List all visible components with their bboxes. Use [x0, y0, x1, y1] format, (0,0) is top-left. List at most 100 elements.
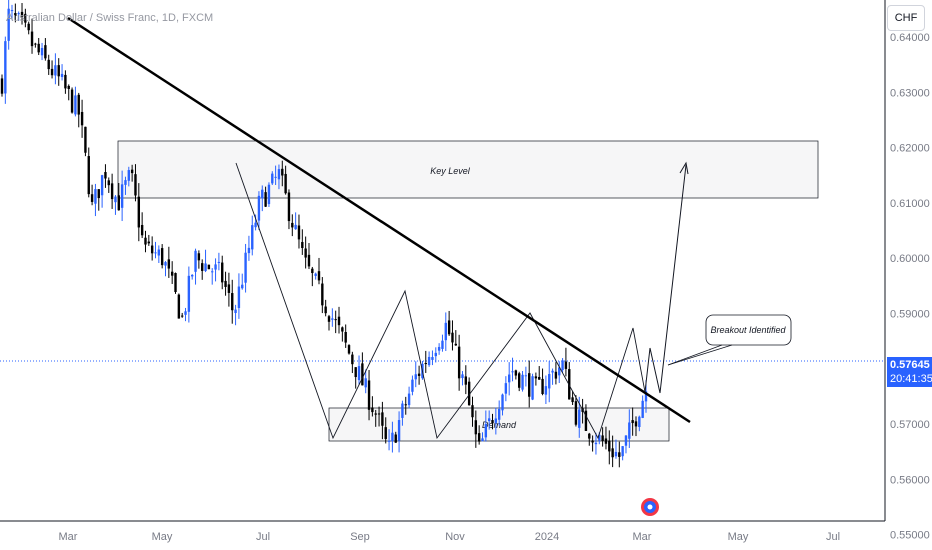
- candle-body: [554, 371, 558, 379]
- time-tick-label: Mar: [59, 531, 78, 543]
- candle-body: [504, 383, 508, 394]
- candle-body: [407, 393, 411, 406]
- candle-body: [264, 192, 267, 207]
- candle-body: [234, 309, 237, 314]
- projection-path[interactable]: [644, 164, 687, 394]
- candle-body: [631, 420, 634, 424]
- candle-body: [501, 394, 504, 411]
- candle-body: [247, 247, 251, 254]
- candle-body: [441, 340, 444, 349]
- candle-body: [608, 440, 611, 452]
- candle-body: [184, 311, 187, 315]
- candle-body: [37, 43, 40, 53]
- candle-body: [160, 248, 164, 266]
- candle-body: [267, 184, 271, 205]
- price-tick-label: 0.61000: [890, 198, 930, 210]
- candle-body: [10, 10, 14, 12]
- candle-body: [40, 47, 44, 56]
- candle-body: [74, 95, 77, 115]
- candle-body: [271, 173, 274, 184]
- candle-body: [564, 361, 568, 369]
- candle-body: [7, 8, 10, 41]
- candle-body: [474, 420, 478, 435]
- breakout-callout[interactable]: [705, 314, 792, 346]
- candle-body: [327, 316, 331, 322]
- candle-body: [164, 262, 167, 266]
- candle-body: [604, 438, 608, 444]
- candle-body: [624, 435, 628, 446]
- candle-body: [54, 65, 57, 76]
- candle-body: [177, 294, 181, 319]
- candle-body: [30, 31, 34, 47]
- candle-body: [477, 433, 481, 442]
- candle-body: [591, 440, 594, 443]
- candle-body: [241, 284, 244, 289]
- candle-body: [87, 156, 90, 195]
- candle-body: [481, 438, 484, 442]
- economic-event-icon[interactable]: [641, 498, 659, 516]
- candle-body: [144, 237, 147, 245]
- candle-body: [574, 401, 578, 425]
- candle-body: [154, 252, 157, 254]
- price-tick-label: 0.62000: [890, 143, 930, 155]
- candle-body: [351, 354, 354, 365]
- candle-body: [434, 352, 437, 357]
- candle-body: [524, 375, 528, 377]
- candle-body: [77, 94, 80, 115]
- candle-body: [628, 422, 631, 439]
- candle-body: [0, 78, 4, 94]
- price-tick-label: 0.57000: [890, 419, 930, 431]
- candle-body: [251, 225, 254, 250]
- candle-body: [548, 374, 551, 389]
- candle-body: [134, 174, 137, 196]
- candle-body: [344, 331, 347, 343]
- candle-body: [4, 41, 7, 94]
- candle-body: [467, 381, 471, 406]
- candle-body: [511, 371, 514, 373]
- candle-body: [454, 343, 458, 346]
- candle-body: [157, 249, 161, 256]
- key-level-label: Key Level: [430, 166, 471, 176]
- candle-body: [277, 169, 281, 180]
- candle-body: [644, 391, 648, 402]
- candle-body: [558, 367, 561, 376]
- candle-body: [484, 423, 488, 438]
- candle-body: [187, 275, 191, 312]
- candle-body: [227, 284, 231, 293]
- current-price-badge: 0.57645 20:41:35: [887, 357, 932, 387]
- candle-body: [538, 376, 541, 380]
- candle-body: [371, 407, 374, 413]
- candle-body: [364, 378, 367, 388]
- candle-body: [341, 327, 344, 332]
- candle-body: [20, 11, 24, 17]
- candle-body: [94, 189, 97, 204]
- candle-body: [70, 89, 74, 113]
- candle-body: [514, 370, 518, 376]
- candle-body: [321, 283, 324, 306]
- candle-body: [491, 420, 494, 424]
- time-axis[interactable]: Mar May Jul Sep Nov 2024 Mar May Jul: [59, 531, 841, 543]
- currency-button[interactable]: CHF: [887, 5, 925, 31]
- candle-body: [117, 195, 120, 211]
- candle-body: [588, 433, 591, 439]
- candle-body: [384, 427, 387, 439]
- descending-trendline[interactable]: [67, 16, 691, 424]
- candle-body: [257, 195, 261, 221]
- candle-body: [381, 412, 384, 426]
- candle-body: [194, 250, 197, 272]
- candle-body: [104, 172, 107, 179]
- price-tick-label: 0.60000: [890, 253, 930, 265]
- candle-body: [150, 245, 154, 254]
- price-axis[interactable]: 0.64000 0.63000 0.62000 0.61000 0.60000 0.590…: [890, 32, 930, 542]
- candle-body: [167, 259, 171, 269]
- key-level-zone[interactable]: [117, 140, 819, 199]
- pattern-zigzag[interactable]: [235, 162, 646, 440]
- candle-body: [367, 380, 371, 410]
- time-tick-label: Sep: [350, 531, 370, 543]
- price-tick-label: 0.63000: [890, 87, 930, 99]
- price-tick-label: 0.64000: [890, 32, 930, 44]
- candle-body: [190, 274, 194, 277]
- candle-body: [334, 319, 337, 321]
- price-tick-label: 0.55000: [890, 530, 930, 542]
